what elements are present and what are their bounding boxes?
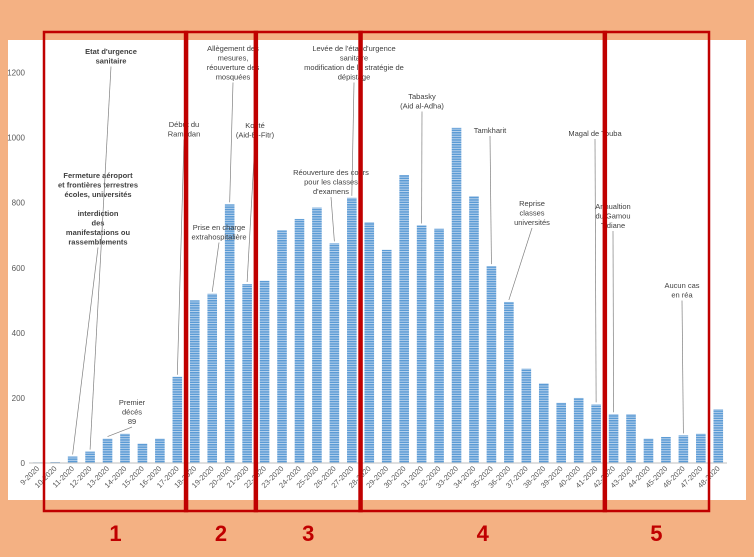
y-tick-label: 200 bbox=[12, 394, 26, 403]
bar bbox=[696, 433, 706, 463]
y-tick-label: 600 bbox=[12, 264, 26, 273]
bar bbox=[189, 300, 200, 463]
bar bbox=[312, 207, 322, 463]
bar bbox=[137, 443, 148, 463]
y-tick-label: 400 bbox=[12, 329, 26, 338]
annotation-leader bbox=[508, 227, 533, 301]
bar bbox=[224, 204, 235, 464]
bar bbox=[242, 284, 252, 463]
annotation-label: Premier décés 89 bbox=[119, 398, 146, 426]
bar bbox=[416, 225, 427, 463]
period-label: 1 bbox=[109, 521, 121, 546]
bar bbox=[85, 451, 95, 463]
annotation-label: Reprise classes universités bbox=[514, 199, 550, 227]
annotation-leader bbox=[72, 247, 99, 455]
bar bbox=[486, 266, 497, 463]
bar bbox=[329, 243, 340, 463]
periods: 1 2 3 4 5 bbox=[42, 30, 711, 546]
bar bbox=[451, 127, 462, 463]
annotation-leader bbox=[681, 300, 684, 434]
annotation-leader bbox=[594, 138, 597, 403]
bar bbox=[67, 456, 78, 463]
annotation-leader bbox=[229, 82, 234, 203]
bar bbox=[347, 197, 357, 464]
bar bbox=[626, 414, 636, 463]
period-box bbox=[358, 30, 608, 513]
annotation-leader bbox=[489, 135, 492, 265]
bar bbox=[364, 222, 375, 463]
annotation-leader bbox=[211, 242, 220, 292]
period-box bbox=[602, 30, 711, 513]
annotations: Fermeture aéroport et frontières terrestr… bbox=[58, 44, 700, 455]
bar bbox=[120, 433, 130, 463]
annotation-label: Prise en charge extrahospitalière bbox=[191, 223, 246, 242]
bar bbox=[661, 436, 671, 463]
period-label: 2 bbox=[215, 521, 227, 546]
period-label: 3 bbox=[302, 521, 314, 546]
bar bbox=[504, 301, 514, 463]
annotation-leader bbox=[351, 82, 355, 196]
annotation-label: Tamkharit bbox=[474, 126, 507, 135]
y-tick-label: 0 bbox=[21, 459, 26, 468]
annotation-label: Annualtion du Gamou Tidiane bbox=[595, 202, 630, 230]
bars bbox=[32, 127, 724, 464]
y-axis: 0 200 400 600 800 1000 1200 bbox=[7, 69, 25, 468]
bar bbox=[556, 402, 567, 463]
annotation-leader bbox=[330, 196, 335, 242]
annotation-leader bbox=[89, 66, 112, 450]
bar bbox=[172, 376, 183, 463]
annotation-leader bbox=[176, 139, 185, 375]
annotation-label: Levée de l'état d'urgence sanitaire modifi… bbox=[304, 44, 404, 82]
annotation-label: Fermeture aéroport et frontières terrestr… bbox=[58, 171, 138, 247]
annotation-leader bbox=[107, 426, 133, 437]
bar bbox=[521, 368, 532, 463]
annotation-label: Tabasky (Aid al-Adha) bbox=[400, 92, 444, 111]
period-box bbox=[253, 30, 363, 513]
annotation-label: Aucun cas en réa bbox=[664, 281, 699, 300]
bar bbox=[538, 383, 549, 463]
bar bbox=[102, 438, 113, 463]
y-tick-label: 800 bbox=[12, 199, 26, 208]
bar bbox=[294, 218, 305, 463]
bar bbox=[573, 397, 584, 463]
bar bbox=[207, 293, 218, 463]
bar bbox=[381, 249, 392, 463]
annotation-label: Réouverture des cours pour les classes d'e… bbox=[293, 168, 369, 196]
period-box bbox=[42, 30, 189, 513]
bar bbox=[277, 230, 287, 463]
plot-background bbox=[8, 40, 746, 500]
annotation-label: Allègement des mesures, réouverture des mos… bbox=[207, 44, 260, 82]
bar bbox=[643, 438, 654, 463]
bar bbox=[399, 175, 409, 464]
y-tick-label: 1200 bbox=[7, 69, 25, 78]
bar bbox=[469, 196, 479, 463]
period-label: 5 bbox=[650, 521, 662, 546]
bar bbox=[259, 280, 270, 463]
bar bbox=[608, 414, 619, 463]
period-label: 4 bbox=[477, 521, 490, 546]
annotation-leader bbox=[612, 230, 614, 413]
bar bbox=[678, 435, 689, 463]
bar bbox=[155, 438, 165, 463]
period-box bbox=[183, 30, 259, 513]
bar bbox=[713, 409, 724, 463]
bar bbox=[591, 404, 601, 463]
annotation-label: Magal de Touba bbox=[568, 129, 622, 138]
bar bbox=[434, 228, 444, 463]
y-tick-label: 1000 bbox=[7, 134, 25, 143]
annotation-label: Etat d'urgence sanitaire bbox=[85, 47, 137, 66]
